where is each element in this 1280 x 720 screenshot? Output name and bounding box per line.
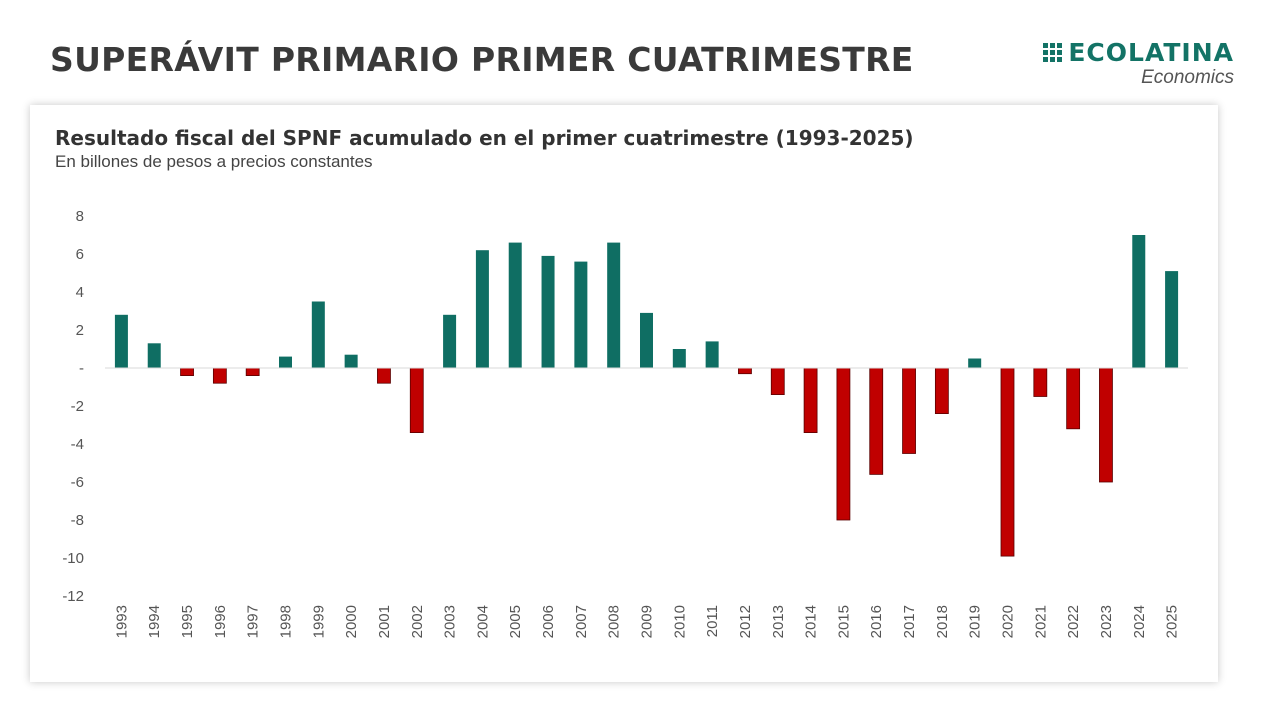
y-tick-label: -2 [71, 398, 84, 415]
chart-title: Resultado fiscal del SPNF acumulado en e… [55, 126, 914, 150]
page-title: SUPERÁVIT PRIMARIO PRIMER CUATRIMESTRE [50, 40, 914, 79]
bar-2011 [705, 341, 719, 368]
x-tick-label: 2000 [343, 605, 360, 638]
x-axis: 1993 1994 1995 1996 1997 1998 1999 2000 2001 2002… [113, 605, 1180, 638]
bar-1993 [114, 314, 128, 368]
x-tick-label: 1996 [212, 605, 229, 638]
bar-2016 [869, 367, 884, 475]
logo-mark-icon [1043, 43, 1063, 62]
y-tick-label: 8 [76, 208, 84, 225]
bar-2001 [377, 367, 391, 384]
x-tick-label: 2015 [835, 605, 852, 638]
bar-2013 [770, 367, 785, 396]
x-tick-label: 2019 [967, 605, 984, 638]
logo-name: ECOLATINA [1068, 38, 1234, 67]
x-tick-label: 2024 [1131, 605, 1148, 638]
ecolatina-logo: ECOLATINA Economics [1043, 38, 1234, 89]
bar-2025 [1165, 271, 1179, 368]
bar-1999 [311, 301, 325, 368]
y-tick-label: - [79, 360, 84, 377]
y-tick-label: 6 [76, 246, 84, 263]
bar-2007 [574, 261, 588, 368]
x-tick-label: 2020 [1000, 605, 1017, 638]
bar-2024 [1132, 235, 1146, 368]
bar-2008 [607, 242, 621, 368]
bar-1996 [212, 367, 227, 384]
x-tick-label: 2001 [376, 605, 393, 638]
logo-subtitle: Economics [1141, 67, 1234, 88]
x-tick-label: 2006 [540, 605, 557, 638]
y-tick-label: -12 [62, 588, 84, 605]
x-tick-label: 2013 [770, 605, 787, 638]
x-tick-label: 2014 [803, 605, 820, 638]
bar-2005 [508, 242, 522, 368]
x-tick-label: 1993 [113, 605, 130, 638]
y-tick-label: -10 [62, 550, 84, 567]
bar-2023 [1099, 367, 1113, 483]
bar-2018 [934, 367, 949, 414]
x-tick-label: 1995 [179, 605, 196, 638]
x-tick-label: 2023 [1098, 605, 1115, 638]
x-tick-label: 2018 [934, 605, 951, 638]
y-tick-label: -6 [71, 474, 84, 491]
bar-1995 [180, 367, 194, 376]
bar-1994 [147, 343, 161, 368]
chart-card: Resultado fiscal del SPNF acumulado en e… [30, 105, 1218, 682]
bar-1997 [245, 367, 260, 376]
y-tick-label: -4 [71, 436, 84, 453]
bar-1998 [279, 356, 292, 368]
x-tick-label: 1997 [245, 605, 262, 638]
chart-subtitle: En billones de pesos a precios constante… [55, 152, 373, 171]
x-tick-label: 2017 [901, 605, 918, 638]
bar-2012 [738, 367, 752, 375]
x-tick-label: 2002 [409, 605, 426, 638]
bar-2006 [541, 255, 555, 368]
x-tick-label: 2022 [1065, 605, 1082, 638]
x-tick-label: 1998 [278, 605, 295, 638]
y-tick-label: -8 [71, 512, 84, 529]
x-tick-label: 2007 [573, 605, 590, 638]
bar-2014 [803, 367, 818, 433]
y-tick-label: 2 [76, 322, 84, 339]
x-tick-label: 2012 [737, 605, 754, 638]
x-tick-label: 2009 [639, 605, 656, 638]
bar-2002 [409, 367, 424, 433]
x-tick-label: 2003 [442, 605, 459, 638]
x-tick-label: 2004 [474, 605, 491, 638]
x-tick-label: 1994 [146, 605, 163, 638]
x-tick-label: 1999 [310, 605, 327, 638]
bar-2017 [902, 367, 916, 454]
x-tick-label: 2016 [868, 605, 885, 638]
bar-2009 [640, 312, 653, 368]
x-tick-label: 2025 [1164, 605, 1181, 638]
bar-2020 [1000, 367, 1015, 557]
x-tick-label: 2008 [606, 605, 623, 638]
bar-2022 [1066, 367, 1081, 430]
x-tick-label: 2005 [507, 605, 524, 638]
bar-2004 [475, 250, 489, 368]
y-tick-label: 4 [76, 284, 84, 301]
bar-2003 [443, 314, 457, 368]
x-tick-label: 2011 [704, 605, 721, 637]
bar-2010 [672, 349, 686, 368]
x-tick-label: 2010 [671, 605, 688, 638]
bar-2015 [836, 367, 851, 521]
bar-chart: 8 6 4 2 - -2 -4 -6 -8 -10 -12 1993 1994 1995 1996 1997… [62, 208, 1188, 638]
bars-group [114, 235, 1179, 557]
bar-2021 [1033, 367, 1048, 397]
bar-2019 [968, 358, 982, 368]
bar-2000 [344, 354, 358, 368]
y-axis: 8 6 4 2 - -2 -4 -6 -8 -10 -12 [62, 208, 84, 605]
x-tick-label: 2021 [1032, 605, 1049, 638]
